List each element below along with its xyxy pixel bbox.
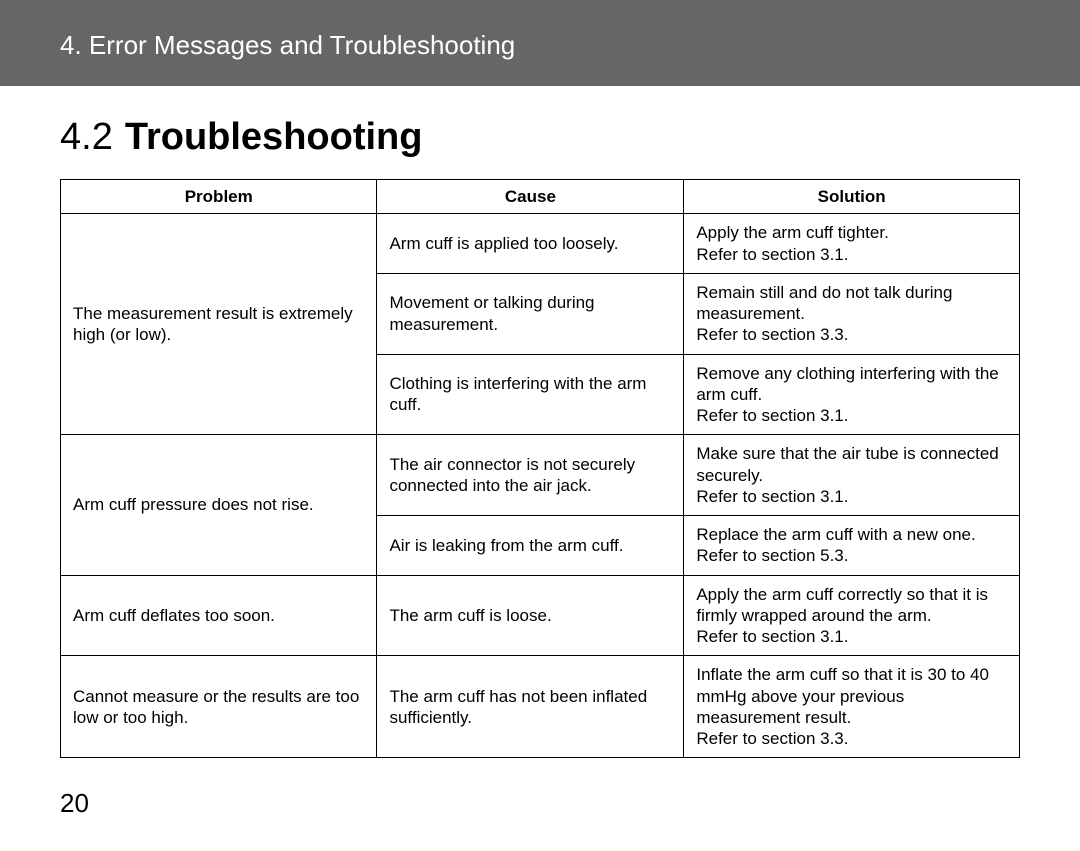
cell-solution: Apply the arm cuff correctly so that it … (684, 575, 1020, 656)
cell-problem: Arm cuff deflates too soon. (61, 575, 377, 656)
chapter-header: 4. Error Messages and Troubleshooting (0, 0, 1080, 86)
cell-solution: Apply the arm cuff tighter. Refer to sec… (684, 214, 1020, 274)
table-header-row: Problem Cause Solution (61, 180, 1020, 214)
cell-problem: Cannot measure or the results are too lo… (61, 656, 377, 758)
cell-cause: Air is leaking from the arm cuff. (377, 516, 684, 576)
table-row: Arm cuff deflates too soon.The arm cuff … (61, 575, 1020, 656)
cell-cause: Clothing is interfering with the arm cuf… (377, 354, 684, 435)
cell-problem: Arm cuff pressure does not rise. (61, 435, 377, 575)
cell-solution: Make sure that the air tube is connected… (684, 435, 1020, 516)
section-title-text: Troubleshooting (125, 116, 423, 158)
cell-cause: The arm cuff is loose. (377, 575, 684, 656)
troubleshooting-table: Problem Cause Solution The measurement r… (60, 179, 1020, 758)
chapter-title: 4. Error Messages and Troubleshooting (60, 30, 515, 60)
cell-solution: Inflate the arm cuff so that it is 30 to… (684, 656, 1020, 758)
cell-problem: The measurement result is extremely high… (61, 214, 377, 435)
page-number: 20 (0, 778, 1080, 849)
col-header-cause: Cause (377, 180, 684, 214)
col-header-problem: Problem (61, 180, 377, 214)
page-content: 4.2 Troubleshooting Problem Cause Solutio… (0, 86, 1080, 778)
cell-solution: Replace the arm cuff with a new one. Ref… (684, 516, 1020, 576)
cell-cause: Movement or talking during measurement. (377, 273, 684, 354)
table-body: The measurement result is extremely high… (61, 214, 1020, 758)
cell-solution: Remove any clothing interfering with the… (684, 354, 1020, 435)
col-header-solution: Solution (684, 180, 1020, 214)
table-row: Cannot measure or the results are too lo… (61, 656, 1020, 758)
section-number: 4.2 (60, 116, 113, 158)
cell-solution: Remain still and do not talk during meas… (684, 273, 1020, 354)
cell-cause: Arm cuff is applied too loosely. (377, 214, 684, 274)
cell-cause: The arm cuff has not been inflated suffi… (377, 656, 684, 758)
table-row: Arm cuff pressure does not rise.The air … (61, 435, 1020, 516)
section-heading: 4.2 Troubleshooting (60, 116, 1020, 159)
table-row: The measurement result is extremely high… (61, 214, 1020, 274)
cell-cause: The air connector is not securely connec… (377, 435, 684, 516)
